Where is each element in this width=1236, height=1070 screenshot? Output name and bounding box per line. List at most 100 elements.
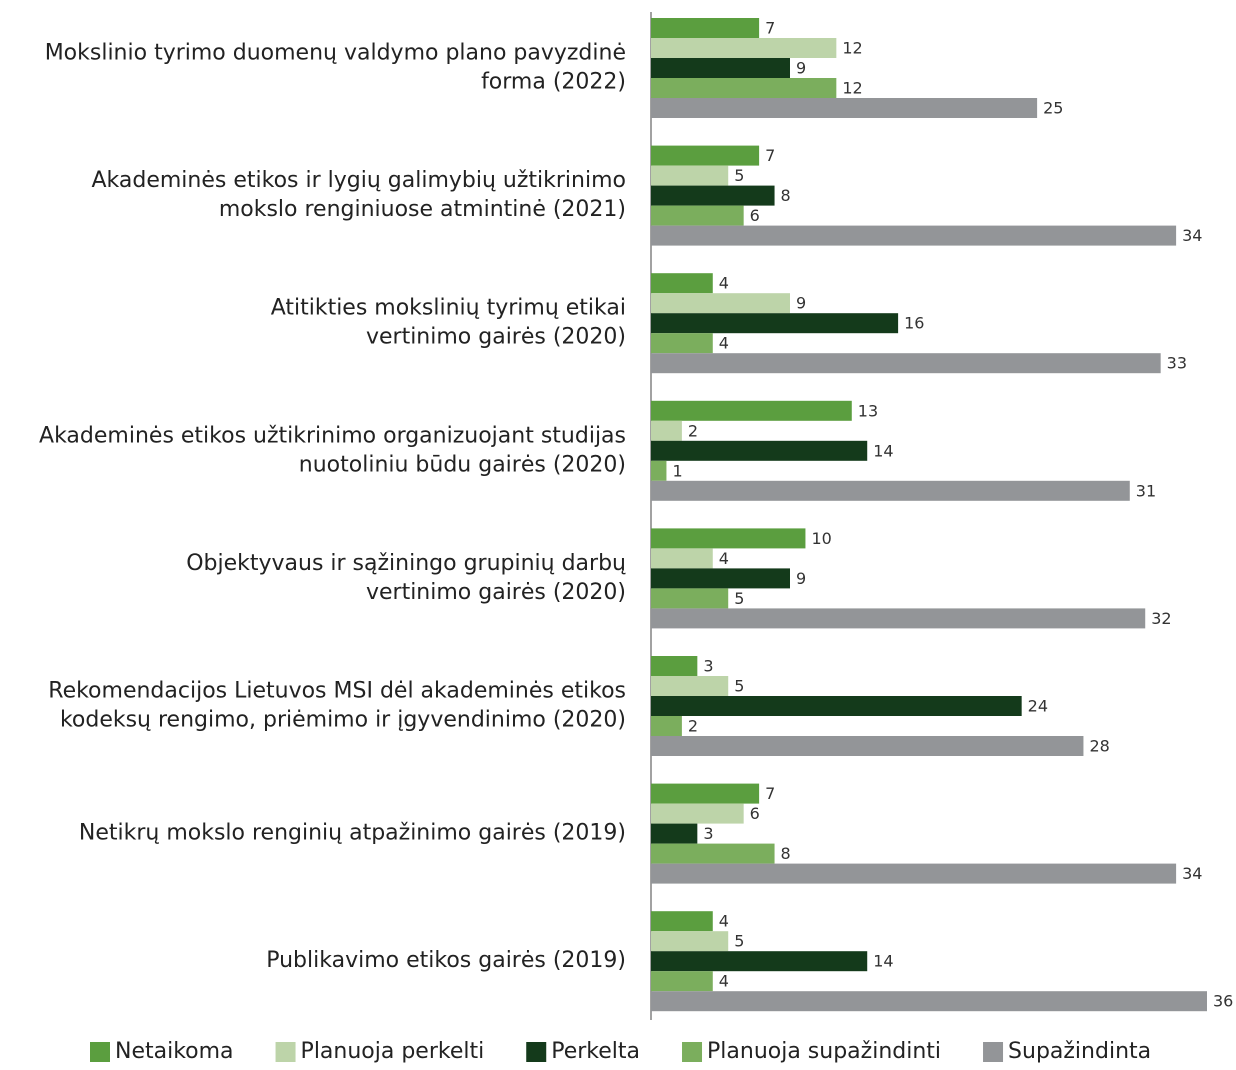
value-label: 7 [765, 19, 775, 38]
value-label: 14 [873, 952, 893, 971]
bar [651, 608, 1146, 629]
bar [651, 676, 729, 696]
bar [651, 911, 713, 932]
category-label: forma (2022) [481, 70, 626, 95]
bar [651, 420, 682, 441]
value-label: 12 [842, 39, 862, 58]
value-label: 14 [873, 441, 893, 460]
bar [651, 98, 1038, 118]
bar [651, 736, 1084, 756]
value-label: 5 [734, 677, 744, 696]
legend-swatch [983, 1042, 1004, 1062]
bar [651, 803, 744, 824]
value-label: 8 [781, 186, 791, 205]
bar [651, 528, 806, 549]
bar [651, 568, 790, 589]
bar [651, 58, 790, 78]
bar [651, 293, 790, 314]
value-label: 34 [1182, 864, 1202, 883]
bar [651, 38, 837, 58]
legend-label: Planuoja perkelti [301, 1039, 485, 1064]
bar [651, 823, 698, 844]
bar [651, 205, 744, 226]
value-label: 8 [781, 844, 791, 863]
bar [651, 78, 837, 98]
value-label: 31 [1136, 481, 1156, 500]
value-label: 32 [1151, 609, 1171, 628]
category-label: Akademinės etikos užtikrinimo organizuoj… [39, 423, 626, 448]
bar [651, 716, 682, 736]
value-label: 4 [719, 334, 729, 353]
value-label: 10 [811, 529, 831, 548]
value-label: 4 [719, 549, 729, 568]
value-label: 3 [703, 657, 713, 676]
bar [651, 951, 868, 972]
bar [651, 971, 713, 992]
bar [651, 400, 852, 421]
category-label: nuotoliniu būdu gairės (2020) [299, 452, 626, 477]
value-label: 5 [734, 166, 744, 185]
bar [651, 18, 760, 38]
bar [651, 353, 1161, 374]
value-label: 9 [796, 569, 806, 588]
bar [651, 480, 1130, 501]
category-label: Atitikties mokslinių tyrimų etikai [271, 296, 626, 321]
bar [651, 165, 729, 186]
value-label: 9 [796, 59, 806, 78]
value-label: 4 [719, 912, 729, 931]
value-label: 5 [734, 932, 744, 951]
bar [651, 225, 1177, 246]
value-label: 2 [688, 421, 698, 440]
bar [651, 843, 775, 864]
bar [651, 991, 1207, 1012]
value-label: 1 [672, 461, 682, 480]
legend-swatch [526, 1042, 547, 1062]
category-label: mokslo renginiuose atmintinė (2021) [219, 197, 626, 222]
legend-label: Netaikoma [115, 1039, 234, 1064]
bar [651, 863, 1177, 884]
category-label: Rekomendacijos Lietuvos MSI dėl akademin… [48, 679, 626, 704]
category-label: Publikavimo etikos gairės (2019) [266, 948, 626, 973]
value-label: 12 [842, 79, 862, 98]
value-label: 4 [719, 274, 729, 293]
value-label: 24 [1028, 697, 1048, 716]
bar [651, 333, 713, 354]
legend-label: Perkelta [551, 1039, 640, 1064]
bar [651, 313, 899, 334]
value-label: 5 [734, 589, 744, 608]
value-label: 7 [765, 784, 775, 803]
legend-swatch [275, 1042, 296, 1062]
bar [651, 931, 729, 952]
value-label: 7 [765, 146, 775, 165]
value-label: 6 [750, 804, 760, 823]
legend-label: Planuoja supažindinti [707, 1039, 941, 1064]
bar [651, 145, 760, 166]
bar [651, 440, 868, 461]
bar [651, 696, 1022, 716]
category-label: Akademinės etikos ir lygių galimybių užt… [91, 168, 626, 193]
value-label: 4 [719, 972, 729, 991]
value-label: 33 [1167, 354, 1187, 373]
value-label: 6 [750, 206, 760, 225]
bar [651, 656, 698, 676]
legend-swatch [90, 1042, 110, 1062]
category-label: Netikrų mokslo renginių atpažinimo gairė… [79, 821, 626, 846]
value-label: 9 [796, 294, 806, 313]
value-label: 36 [1213, 992, 1233, 1011]
bar [651, 460, 667, 481]
legend-label: Supažindinta [1008, 1039, 1151, 1064]
legend-swatch [682, 1042, 703, 1062]
value-label: 28 [1089, 737, 1109, 756]
value-label: 34 [1182, 226, 1202, 245]
value-label: 3 [703, 824, 713, 843]
value-label: 2 [688, 717, 698, 736]
category-label: vertinimo gairės (2020) [366, 325, 626, 350]
category-label: vertinimo gairės (2020) [366, 580, 626, 605]
value-label: 13 [858, 401, 878, 420]
bar [651, 588, 729, 609]
category-label: Mokslinio tyrimo duomenų valdymo plano p… [45, 41, 626, 66]
bar [651, 783, 760, 804]
bar [651, 273, 713, 294]
